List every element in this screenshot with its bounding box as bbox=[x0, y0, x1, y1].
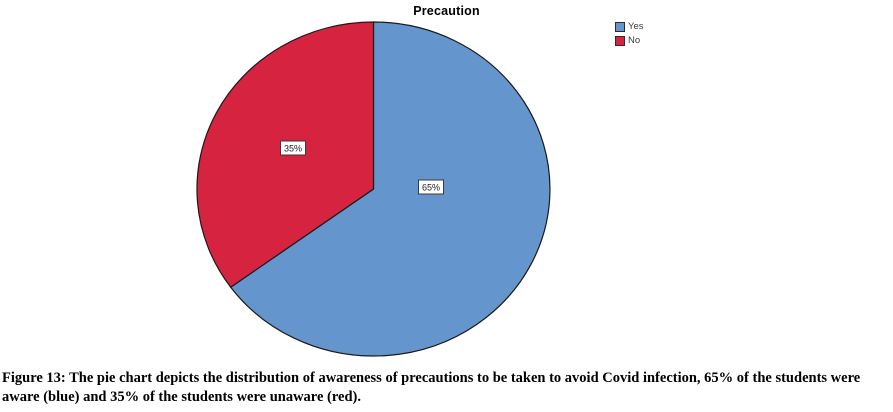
pie-slice-yes bbox=[229, 21, 551, 357]
slice-value-label-yes: 65% bbox=[417, 179, 445, 195]
legend-swatch-yes-icon bbox=[615, 21, 625, 32]
legend-label-no: No bbox=[628, 34, 641, 46]
legend-item-no: No bbox=[615, 35, 644, 46]
chart-title: Precaution bbox=[413, 4, 480, 18]
legend-item-yes: Yes bbox=[615, 21, 644, 32]
legend: Yes No bbox=[615, 21, 644, 49]
pie-chart bbox=[196, 21, 551, 357]
figure-caption: Figure 13: The pie chart depicts the dis… bbox=[2, 370, 861, 405]
pie-chart-figure: Precaution Yes No 65% 35% bbox=[196, 4, 644, 357]
legend-swatch-no-icon bbox=[615, 35, 625, 46]
slice-value-label-no: 35% bbox=[279, 140, 307, 156]
legend-label-yes: Yes bbox=[628, 20, 644, 32]
